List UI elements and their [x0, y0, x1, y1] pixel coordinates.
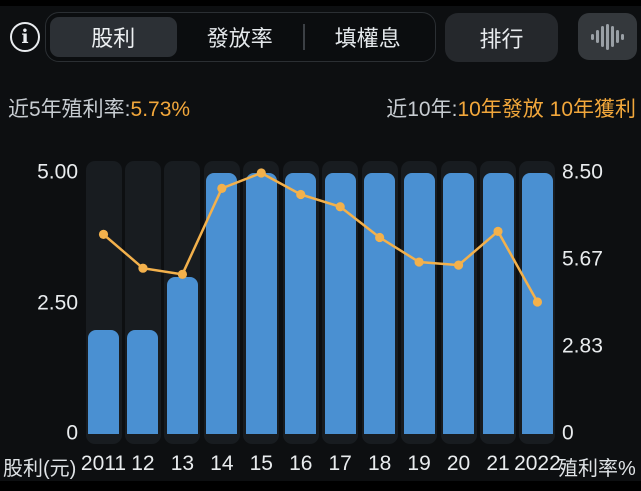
- five-year-yield-label: 近5年殖利率:: [8, 98, 131, 121]
- tab-fill-rights[interactable]: 填權息: [334, 26, 401, 51]
- ten-year-summary: 近10年:10年發放 10年獲利: [386, 93, 636, 123]
- year-label: 2022: [514, 452, 561, 475]
- year-label: 12: [131, 452, 155, 475]
- yield-point: [217, 183, 227, 193]
- dividend-bar[interactable]: [403, 173, 435, 434]
- ten-year-label: 近10年:: [386, 98, 458, 121]
- year-label: 13: [170, 452, 195, 475]
- dividend-bar[interactable]: [482, 173, 514, 434]
- left-axis-title: 股利(元): [3, 458, 77, 480]
- dividend-bar[interactable]: [166, 277, 198, 434]
- dividend-bar[interactable]: [364, 173, 396, 434]
- yield-point: [256, 168, 266, 178]
- dividend-bar[interactable]: [285, 173, 317, 434]
- dividend-bar[interactable]: [127, 329, 159, 434]
- five-year-yield-value: 5.73%: [130, 98, 191, 121]
- year-label: 15: [249, 452, 273, 475]
- dividend-bar[interactable]: [324, 173, 356, 434]
- year-label: 20: [446, 452, 471, 475]
- segmented-tabs: 股利 發放率 填權息: [45, 12, 436, 62]
- yield-point: [375, 232, 385, 243]
- year-label: 2011: [80, 452, 127, 475]
- right-axis-tick: 5.67: [562, 247, 603, 271]
- right-axis-tick: 0: [562, 421, 574, 445]
- right-axis-tick: 8.50: [562, 160, 603, 184]
- year-label: 14: [210, 452, 234, 475]
- dividend-bar[interactable]: [443, 173, 475, 434]
- year-label: 17: [328, 452, 352, 475]
- yield-point: [98, 229, 109, 240]
- yield-point: [493, 226, 503, 236]
- waveform-icon: [590, 23, 625, 50]
- year-label: 21: [486, 452, 510, 475]
- rank-button[interactable]: 排行: [445, 13, 558, 62]
- tab-payout-ratio[interactable]: 發放率: [206, 26, 273, 51]
- left-axis-tick: 5.00: [37, 160, 78, 184]
- voice-button[interactable]: [578, 13, 637, 60]
- ten-year-profit: 10年獲利: [549, 98, 636, 121]
- yield-point: [138, 263, 148, 273]
- yield-line: [102, 171, 539, 303]
- ten-year-paid: 10年發放: [457, 98, 544, 121]
- yield-point: [453, 260, 464, 270]
- left-axis-tick: 0: [66, 421, 78, 445]
- dividend-bar[interactable]: [245, 173, 277, 434]
- yield-point: [532, 297, 543, 307]
- right-axis-tick: 2.83: [562, 334, 603, 358]
- yield-point: [296, 189, 306, 200]
- left-axis-tick: 2.50: [37, 291, 78, 315]
- yield-point: [177, 269, 187, 279]
- info-icon[interactable]: i: [10, 22, 40, 52]
- five-year-yield: 近5年殖利率:5.73%: [8, 93, 190, 123]
- year-label: 18: [367, 452, 392, 475]
- yield-point: [335, 202, 345, 212]
- year-label: 16: [289, 452, 313, 475]
- tab-divider: [303, 24, 305, 50]
- dividend-bar[interactable]: [88, 329, 119, 434]
- dividend-bar[interactable]: [206, 173, 238, 434]
- year-label: 19: [407, 452, 431, 475]
- tab-dividend[interactable]: 股利: [50, 17, 177, 57]
- right-axis-title: 殖利率%: [558, 458, 636, 480]
- yield-point: [414, 257, 424, 267]
